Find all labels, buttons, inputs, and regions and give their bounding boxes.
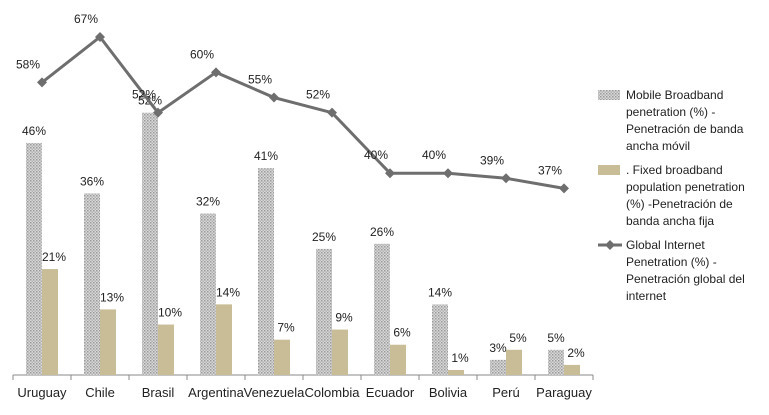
bar <box>26 142 42 375</box>
bar <box>332 329 348 375</box>
legend-label: (%) -Penetración de <box>626 197 733 211</box>
x-tick-label: Colombia <box>305 385 361 400</box>
legend: Mobile Broadband penetration (%) - Penetra… <box>598 88 745 303</box>
x-tick-label: Chile <box>85 385 115 400</box>
bar <box>274 339 290 375</box>
data-label: 40% <box>422 148 446 162</box>
data-label: 26% <box>370 225 394 239</box>
data-label: 5% <box>547 331 565 345</box>
point <box>327 107 337 118</box>
point <box>501 173 511 184</box>
bar <box>448 369 464 375</box>
line-series <box>41 34 565 190</box>
data-label: 14% <box>428 285 452 299</box>
bar <box>200 213 216 375</box>
x-tick-label: Brasil <box>142 385 175 400</box>
data-label: 60% <box>190 47 214 61</box>
data-label: 67% <box>74 12 98 26</box>
bar <box>42 269 58 375</box>
point <box>269 92 279 103</box>
bar <box>390 344 406 375</box>
point <box>95 32 105 42</box>
data-label: 2% <box>567 346 585 360</box>
point <box>37 77 47 88</box>
legend-label: internet <box>626 289 667 303</box>
data-label: 40% <box>364 148 388 162</box>
data-label: 21% <box>42 250 66 264</box>
x-tick-label: Perú <box>492 385 519 400</box>
bar <box>564 364 580 375</box>
data-label: 41% <box>254 149 278 163</box>
legend-label: Penetración global del <box>626 272 745 286</box>
bar <box>142 112 158 376</box>
x-tick-label: Argentina <box>188 385 244 400</box>
legend-label: Penetración de banda <box>626 122 744 136</box>
bar <box>100 309 116 375</box>
legend-swatch <box>598 90 620 100</box>
x-tick-label: Paraguay <box>536 385 592 400</box>
legend-label: ancha móvil <box>626 139 690 153</box>
x-tick-label: Venezuela <box>244 385 305 400</box>
data-label: 9% <box>335 311 353 325</box>
data-label: 25% <box>312 230 336 244</box>
data-label: 36% <box>80 174 104 188</box>
point <box>211 67 221 78</box>
legend-label: penetration (%) - <box>626 105 715 119</box>
bar <box>84 193 100 375</box>
bar <box>374 243 390 375</box>
point <box>385 168 395 179</box>
bar <box>548 349 564 375</box>
legend-label: Penetration (%) - <box>626 255 717 269</box>
data-label: 58% <box>16 57 40 71</box>
x-tick-label: Uruguay <box>17 385 67 400</box>
legend-label: banda ancha fija <box>626 214 714 228</box>
bar <box>316 248 332 375</box>
data-label: 52% <box>132 88 156 102</box>
legend-label: population penetration <box>626 180 745 194</box>
data-label: 37% <box>538 163 562 177</box>
legend-label: . Fixed broadband <box>626 163 723 177</box>
legend-swatch <box>598 165 620 175</box>
data-label: 14% <box>216 285 240 299</box>
legend-label: Mobile Broadband <box>626 88 723 102</box>
data-label: 6% <box>393 326 411 340</box>
bar <box>216 304 232 375</box>
data-label: 32% <box>196 195 220 209</box>
point <box>443 168 453 179</box>
legend-marker <box>605 240 615 250</box>
data-label: 1% <box>451 351 469 365</box>
plot-area: Uruguay Chile Brasil Argentina Venezuela Colo… <box>12 12 594 400</box>
point <box>559 183 569 194</box>
data-label: 13% <box>100 290 124 304</box>
x-tick-label: Bolivia <box>429 385 468 400</box>
legend-label: Global Internet <box>626 238 705 252</box>
data-label: 5% <box>509 331 527 345</box>
data-label: 39% <box>480 153 504 167</box>
bar <box>432 304 448 375</box>
x-tick-label: Ecuador <box>366 385 415 400</box>
bar <box>158 324 174 375</box>
data-label: 3% <box>489 341 507 355</box>
data-label: 7% <box>277 321 295 335</box>
bar <box>258 168 274 375</box>
bar <box>490 359 506 375</box>
data-label: 55% <box>248 73 272 87</box>
bar <box>506 349 522 375</box>
data-label: 46% <box>22 124 46 138</box>
data-label: 10% <box>158 306 182 320</box>
data-label: 52% <box>306 88 330 102</box>
point <box>153 107 163 118</box>
